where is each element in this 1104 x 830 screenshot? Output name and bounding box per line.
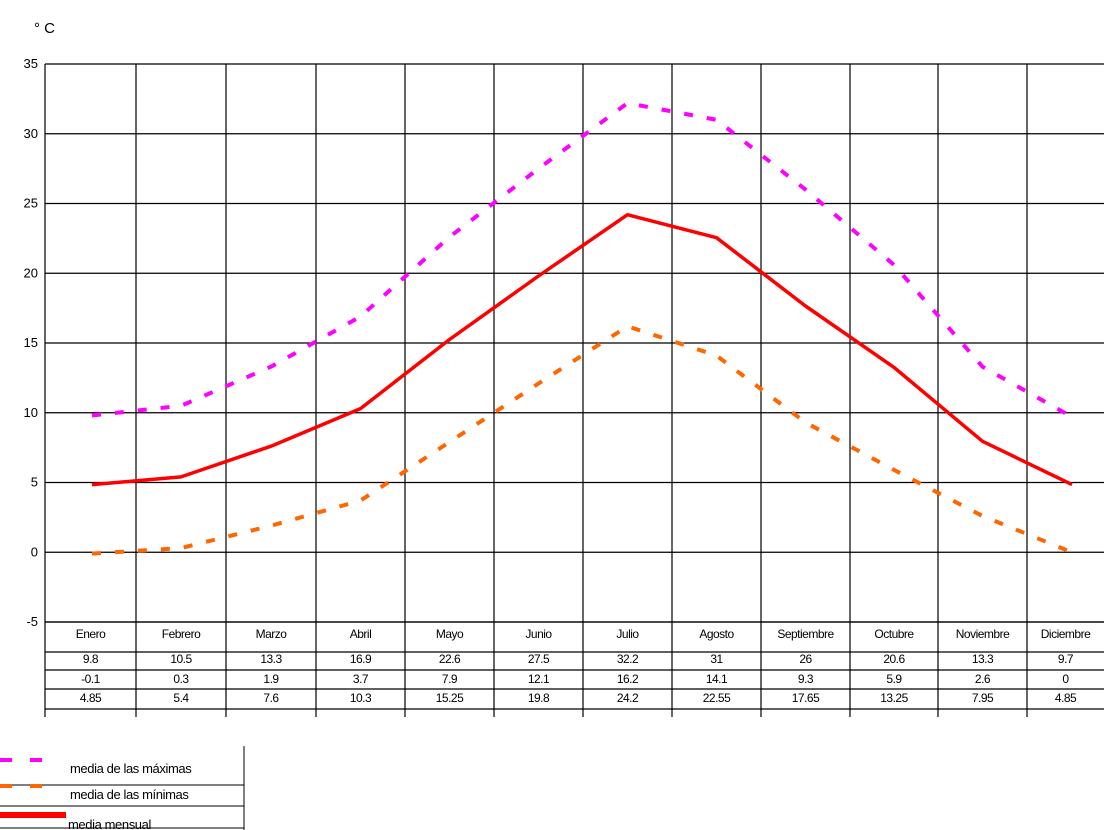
y-tick-label: 0 bbox=[31, 544, 38, 559]
data-label: 0.3 bbox=[173, 672, 189, 686]
legend: media de las máximas media de las mínimas… bbox=[0, 746, 245, 830]
data-label: 2.6 bbox=[975, 672, 991, 686]
x-category-label: Octubre bbox=[874, 627, 914, 641]
data-label: 10.5 bbox=[170, 652, 192, 666]
data-label: 3.7 bbox=[353, 672, 369, 686]
y-tick-label: 35 bbox=[24, 56, 38, 71]
series-line bbox=[91, 101, 1073, 419]
data-label: 12.1 bbox=[528, 672, 550, 686]
data-label: 16.2 bbox=[617, 672, 639, 686]
y-tick-label: 30 bbox=[24, 126, 38, 141]
y-axis-ticks: 35 30 25 20 15 10 5 0 -5 bbox=[24, 56, 38, 629]
data-label: 4.85 bbox=[80, 691, 102, 705]
data-label: 19.8 bbox=[528, 691, 550, 705]
y-tick-label: 5 bbox=[31, 475, 38, 490]
y-tick-label: 15 bbox=[24, 335, 38, 350]
data-label: 9.7 bbox=[1058, 652, 1074, 666]
data-label: 13.25 bbox=[880, 691, 908, 705]
data-label: 20.6 bbox=[883, 652, 905, 666]
legend-label: media de las máximas bbox=[70, 761, 192, 776]
data-label: 1.9 bbox=[263, 672, 279, 686]
series-lines bbox=[91, 101, 1073, 556]
data-label: 13.3 bbox=[260, 652, 282, 666]
y-axis-unit-label: ° C bbox=[34, 20, 55, 37]
legend-label: media mensual bbox=[68, 817, 151, 830]
data-label: 4.85 bbox=[1055, 691, 1077, 705]
x-category-label: Febrero bbox=[162, 627, 201, 641]
series-line bbox=[91, 324, 1073, 556]
series-line bbox=[91, 212, 1073, 487]
x-category-label: Abril bbox=[350, 627, 372, 641]
x-category-label: Enero bbox=[76, 627, 106, 641]
data-label: 22.55 bbox=[703, 691, 731, 705]
data-label: 22.6 bbox=[439, 652, 461, 666]
data-label: -0.1 bbox=[81, 672, 101, 686]
data-label: 14.1 bbox=[706, 672, 728, 686]
data-label: 7.6 bbox=[263, 691, 279, 705]
x-category-label: Noviembre bbox=[956, 627, 1010, 641]
data-label: 32.2 bbox=[617, 652, 639, 666]
data-label: 13.3 bbox=[972, 652, 994, 666]
data-label: 5.9 bbox=[886, 672, 902, 686]
data-label: 16.9 bbox=[350, 652, 372, 666]
x-category-label: Marzo bbox=[256, 627, 288, 641]
data-label: 0 bbox=[1062, 672, 1069, 686]
x-category-label: Mayo bbox=[436, 627, 464, 641]
data-label: 15.25 bbox=[436, 691, 464, 705]
data-label: 31 bbox=[710, 652, 723, 666]
data-label: 9.8 bbox=[83, 652, 99, 666]
data-label: 10.3 bbox=[350, 691, 372, 705]
x-category-label: Agosto bbox=[699, 627, 734, 641]
y-tick-label: 20 bbox=[24, 265, 38, 280]
data-label: 5.4 bbox=[173, 691, 189, 705]
data-label: 7.95 bbox=[972, 691, 994, 705]
data-label: 24.2 bbox=[617, 691, 639, 705]
data-label: 17.65 bbox=[792, 691, 820, 705]
y-tick-label: 25 bbox=[24, 196, 38, 211]
chart-grid bbox=[44, 63, 1104, 717]
data-label: 7.9 bbox=[442, 672, 458, 686]
x-category-label: Junio bbox=[525, 627, 552, 641]
x-category-label: Julio bbox=[616, 627, 639, 641]
data-label: 9.3 bbox=[798, 672, 814, 686]
legend-label: media de las mínimas bbox=[70, 787, 189, 802]
data-table: Enero Febrero Marzo Abril Mayo Junio Julio Agos… bbox=[45, 621, 1104, 710]
data-label: 26 bbox=[799, 652, 812, 666]
x-category-label: Septiembre bbox=[777, 627, 834, 641]
y-tick-label: -5 bbox=[26, 614, 38, 629]
x-category-label: Diciembre bbox=[1041, 627, 1091, 641]
y-tick-label: 10 bbox=[24, 405, 38, 420]
data-label: 27.5 bbox=[528, 652, 550, 666]
